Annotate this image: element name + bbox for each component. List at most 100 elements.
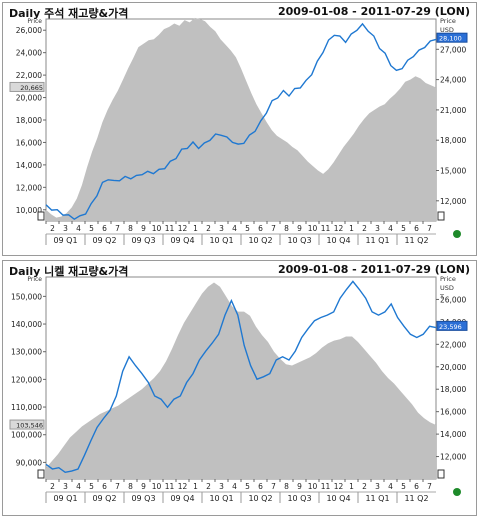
right-scroll-marker [437, 469, 445, 479]
chart-date-range: 2009-01-08 - 2011-07-29 (LON) [277, 263, 470, 276]
left-tick-label: 26,000 [16, 26, 42, 35]
month-tick-label: 3 [219, 224, 224, 233]
month-tick-label: 5 [401, 224, 406, 233]
month-tick-label: 4 [232, 224, 237, 233]
month-tick-label: 3 [375, 482, 380, 491]
month-tick-label: 11 [165, 482, 175, 491]
month-tick-label: 10 [308, 224, 318, 233]
month-tick-label: 2 [362, 482, 367, 491]
month-tick-label: 7 [271, 224, 276, 233]
month-tick-label: 8 [284, 482, 289, 491]
month-tick-label: 11 [321, 482, 331, 491]
stock-area-series [46, 282, 436, 479]
left-last-value-box [9, 81, 45, 92]
month-tick-label: 6 [258, 224, 263, 233]
chart-title: Daily 주석 재고량&가격 [9, 7, 129, 20]
left-tick-label: 120,000 [11, 375, 42, 384]
chart-date-range: 2009-01-08 - 2011-07-29 (LON) [277, 5, 470, 18]
right-axis-label: Price [440, 17, 456, 25]
month-tick-label: 7 [427, 482, 432, 491]
quarter-label: 09 Q1 [53, 494, 77, 503]
left-tick-label: 140,000 [11, 320, 42, 329]
month-tick-label: 2 [50, 482, 55, 491]
left-axis-label: Price [27, 276, 42, 283]
quarter-label: 10 Q4 [326, 236, 350, 245]
month-tick-label: 10 [152, 224, 162, 233]
right-tick-label: 22,000 [440, 340, 466, 349]
left-last-value: 20,665 [20, 84, 43, 92]
right-tick-label: 24,000 [440, 76, 466, 85]
month-tick-label: 2 [206, 224, 211, 233]
month-tick-label: 10 [152, 482, 162, 491]
month-tick-label: 2 [206, 482, 211, 491]
left-tick-label: 22,000 [16, 71, 42, 80]
month-tick-label: 5 [89, 224, 94, 233]
quarter-label: 11 Q2 [404, 236, 428, 245]
nickel-chart-panel: Daily 니켈 재고량&가격 2009-01-08 - 2011-07-29 … [2, 260, 477, 516]
month-tick-label: 7 [427, 224, 432, 233]
month-tick-label: 7 [271, 482, 276, 491]
month-tick-label: 2 [50, 224, 55, 233]
month-tick-label: 9 [297, 224, 302, 233]
quarter-label: 09 Q3 [131, 236, 155, 245]
month-tick-label: 3 [63, 224, 68, 233]
month-tick-label: 11 [165, 224, 175, 233]
month-tick-label: 5 [89, 482, 94, 491]
left-tick-label: 18,000 [16, 116, 42, 125]
month-tick-label: 11 [321, 224, 331, 233]
right-last-value-box [436, 320, 468, 331]
right-tick-label: 18,000 [440, 385, 466, 394]
month-tick-label: 4 [76, 482, 81, 491]
month-tick-label: 3 [375, 224, 380, 233]
month-tick-label: 4 [76, 224, 81, 233]
quarter-label: 09 Q4 [170, 236, 194, 245]
month-tick-label: 4 [388, 224, 393, 233]
left-tick-label: 110,000 [11, 403, 42, 412]
quarter-label: 10 Q4 [326, 494, 350, 503]
month-tick-label: 4 [388, 482, 393, 491]
quarter-label: 10 Q3 [287, 494, 311, 503]
left-tick-label: 20,000 [16, 94, 42, 103]
month-tick-label: 1 [193, 482, 198, 491]
quarter-label: 09 Q2 [92, 236, 116, 245]
left-last-value-box [9, 419, 45, 430]
month-tick-label: 8 [128, 224, 133, 233]
month-tick-label: 5 [401, 482, 406, 491]
right-tick-label: 18,000 [440, 136, 466, 145]
month-tick-label: 5 [245, 482, 250, 491]
left-axis-label: Price [27, 18, 42, 25]
right-last-value: 23,596 [439, 323, 462, 331]
month-tick-label: 9 [141, 224, 146, 233]
quarter-label: 09 Q3 [131, 494, 155, 503]
right-tick-label: 15,000 [440, 167, 466, 176]
month-tick-label: 3 [219, 482, 224, 491]
month-tick-label: 3 [63, 482, 68, 491]
month-tick-label: 1 [193, 224, 198, 233]
right-scroll-marker [437, 211, 445, 221]
month-tick-label: 12 [178, 482, 188, 491]
left-tick-label: 130,000 [11, 348, 42, 357]
quarter-label: 10 Q1 [209, 236, 233, 245]
month-tick-label: 2 [362, 224, 367, 233]
left-tick-label: 100,000 [11, 431, 42, 440]
month-tick-label: 7 [115, 482, 120, 491]
month-tick-label: 4 [232, 482, 237, 491]
quarter-label: 11 Q1 [365, 236, 389, 245]
quarter-label: 09 Q2 [92, 494, 116, 503]
month-tick-label: 6 [102, 224, 107, 233]
quarter-label: 09 Q1 [53, 236, 77, 245]
left-tick-label: 14,000 [16, 161, 42, 170]
month-tick-label: 9 [297, 482, 302, 491]
right-last-value-box [436, 32, 468, 43]
month-tick-label: 12 [334, 224, 344, 233]
month-tick-label: 6 [414, 224, 419, 233]
quarter-label: 09 Q4 [170, 494, 194, 503]
month-tick-label: 8 [128, 482, 133, 491]
month-tick-label: 10 [308, 482, 318, 491]
month-tick-label: 9 [141, 482, 146, 491]
month-tick-label: 5 [245, 224, 250, 233]
month-tick-label: 6 [258, 482, 263, 491]
month-tick-label: 12 [178, 224, 188, 233]
right-tick-label: 21,000 [440, 106, 466, 115]
right-tick-label: 12,000 [440, 197, 466, 206]
